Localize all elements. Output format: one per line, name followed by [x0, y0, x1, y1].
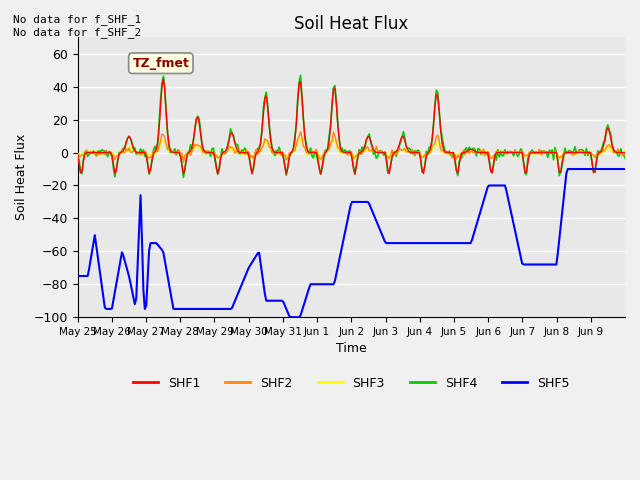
X-axis label: Time: Time: [336, 342, 367, 356]
Text: No data for f_SHF_1
No data for f_SHF_2: No data for f_SHF_1 No data for f_SHF_2: [13, 14, 141, 38]
Y-axis label: Soil Heat Flux: Soil Heat Flux: [15, 134, 28, 220]
Text: TZ_fmet: TZ_fmet: [132, 57, 189, 70]
Legend: SHF1, SHF2, SHF3, SHF4, SHF5: SHF1, SHF2, SHF3, SHF4, SHF5: [128, 372, 575, 395]
Title: Soil Heat Flux: Soil Heat Flux: [294, 15, 408, 33]
